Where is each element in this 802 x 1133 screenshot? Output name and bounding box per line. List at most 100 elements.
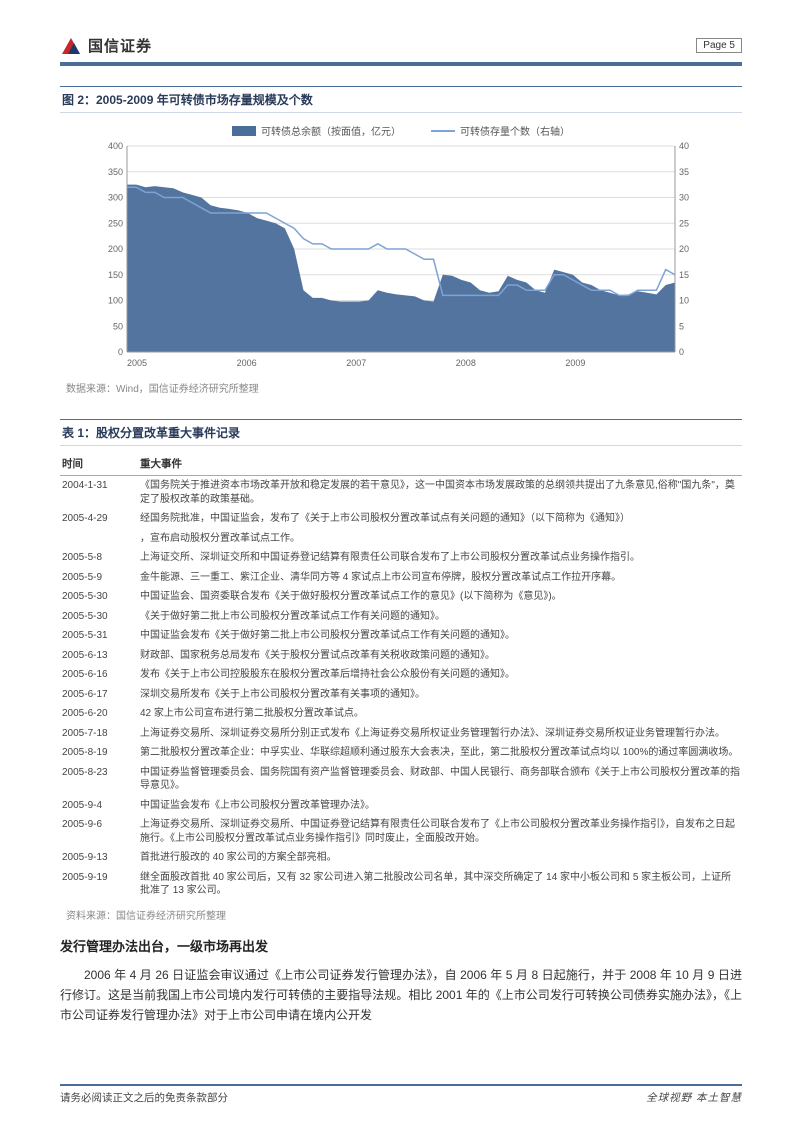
cell-date: 2005-5-30 bbox=[62, 610, 140, 624]
svg-text:35: 35 bbox=[679, 167, 689, 177]
svg-text:2005: 2005 bbox=[127, 358, 147, 368]
cell-event: 《国务院关于推进资本市场改革开放和稳定发展的若干意见》，这一中国资本市场发展政策… bbox=[140, 479, 740, 506]
svg-text:50: 50 bbox=[113, 321, 123, 331]
cell-event: 发布《关于上市公司控股股东在股权分置改革后增持社会公众股份有关问题的通知》。 bbox=[140, 668, 740, 682]
svg-text:40: 40 bbox=[679, 141, 689, 151]
brand-logo-block: 国信证券 bbox=[60, 35, 152, 56]
legend-area: 可转债总余额（按面值，亿元） bbox=[232, 123, 401, 138]
svg-text:150: 150 bbox=[108, 270, 123, 280]
cell-event: 继全面股改首批 40 家公司后，又有 32 家公司进入第二批股改公司名单，其中深… bbox=[140, 871, 740, 898]
cell-event: 首批进行股改的 40 家公司的方案全部亮相。 bbox=[140, 851, 740, 865]
svg-text:0: 0 bbox=[679, 347, 684, 357]
cell-date: 2005-7-18 bbox=[62, 727, 140, 741]
svg-text:300: 300 bbox=[108, 193, 123, 203]
cell-date: 2005-5-30 bbox=[62, 590, 140, 604]
page-number: Page 5 bbox=[696, 38, 742, 53]
cell-event: 金牛能源、三一重工、紫江企业、清华同方等 4 家试点上市公司宣布停牌，股权分置改… bbox=[140, 571, 740, 585]
cell-date: 2005-6-20 bbox=[62, 707, 140, 721]
svg-text:15: 15 bbox=[679, 270, 689, 280]
cell-event: 上海证交所、深圳证交所和中国证券登记结算有限责任公司联合发布了上市公司股权分置改… bbox=[140, 551, 740, 565]
legend-line-label: 可转债存量个数（右轴） bbox=[460, 123, 570, 138]
table-header-row: 时间 重大事件 bbox=[60, 452, 742, 476]
page-footer: 请务必阅读正文之后的免责条款部分 全球视野 本土智慧 bbox=[60, 1084, 742, 1105]
legend-area-label: 可转债总余额（按面值，亿元） bbox=[261, 123, 401, 138]
cell-date: 2005-6-16 bbox=[62, 668, 140, 682]
cell-date: 2005-6-17 bbox=[62, 688, 140, 702]
cell-date: 2005-8-19 bbox=[62, 746, 140, 760]
cell-date: 2005-9-6 bbox=[62, 818, 140, 845]
cell-date: 2005-6-13 bbox=[62, 649, 140, 663]
table-row: 2005-5-31中国证监会发布《关于做好第二批上市公司股权分置改革试点工作有关… bbox=[60, 626, 742, 646]
cell-event: ，宣布启动股权分置改革试点工作。 bbox=[140, 532, 740, 546]
table-title: 表 1：股权分置改革重大事件记录 bbox=[60, 419, 742, 446]
col-header-event: 重大事件 bbox=[140, 456, 740, 471]
table-row: 2005-6-13财政部、国家税务总局发布《关于股权分置试点改革有关税收政策问题… bbox=[60, 646, 742, 666]
svg-text:30: 30 bbox=[679, 193, 689, 203]
brand-logo-icon bbox=[60, 36, 82, 56]
table-row: 2005-5-30中国证监会、国资委联合发布《关于做好股权分置改革试点工作的意见… bbox=[60, 587, 742, 607]
body-paragraph: 2006 年 4 月 26 日证监会审议通过《上市公司证券发行管理办法》，自 2… bbox=[60, 965, 742, 1026]
cell-date: 2005-5-9 bbox=[62, 571, 140, 585]
chart-source: 数据来源：Wind，国信证券经济研究所整理 bbox=[66, 380, 742, 395]
table-row: 2005-6-2042 家上市公司宣布进行第二批股权分置改革试点。 bbox=[60, 704, 742, 724]
table-row: 2005-9-19继全面股改首批 40 家公司后，又有 32 家公司进入第二批股… bbox=[60, 868, 742, 901]
cell-event: 经国务院批准，中国证监会，发布了《关于上市公司股权分置改革试点有关问题的通知》（… bbox=[140, 512, 740, 526]
table-row: 2005-7-18上海证券交易所、深圳证券交易所分别正式发布《上海证券交易所权证… bbox=[60, 724, 742, 744]
table-row: 2005-9-4中国证监会发布《上市公司股权分置改革管理办法》。 bbox=[60, 796, 742, 816]
events-table: 时间 重大事件 2004-1-31《国务院关于推进资本市场改革开放和稳定发展的若… bbox=[60, 452, 742, 901]
header-rule bbox=[60, 62, 742, 66]
svg-text:2006: 2006 bbox=[237, 358, 257, 368]
table-row: 2005-8-23中国证券监督管理委员会、国务院国有资产监督管理委员会、财政部、… bbox=[60, 763, 742, 796]
svg-text:200: 200 bbox=[108, 244, 123, 254]
cell-event: 财政部、国家税务总局发布《关于股权分置试点改革有关税收政策问题的通知》。 bbox=[140, 649, 740, 663]
svg-text:2007: 2007 bbox=[346, 358, 366, 368]
svg-text:20: 20 bbox=[679, 244, 689, 254]
cell-event: 深圳交易所发布《关于上市公司股权分置改革有关事项的通知》。 bbox=[140, 688, 740, 702]
subsection-heading: 发行管理办法出台，一级市场再出发 bbox=[60, 936, 742, 955]
chart-plot: 0 50 100 150 200 250 300 350 400 0 5 10 15 20 25 30 35 40… bbox=[91, 140, 711, 372]
chart-title: 图 2：2005-2009 年可转债市场存量规模及个数 bbox=[60, 86, 742, 113]
cell-event: 上海证券交易所、深圳证券交易所、中国证券登记结算有限责任公司联合发布了《上市公司… bbox=[140, 818, 740, 845]
svg-text:100: 100 bbox=[108, 296, 123, 306]
svg-text:2008: 2008 bbox=[456, 358, 476, 368]
page-header: 国信证券 Page 5 bbox=[60, 35, 742, 56]
cell-date: 2005-9-4 bbox=[62, 799, 140, 813]
table-row: 2005-5-30《关于做好第二批上市公司股权分置改革试点工作有关问题的通知》。 bbox=[60, 607, 742, 627]
table-row: ，宣布启动股权分置改革试点工作。 bbox=[60, 529, 742, 549]
svg-text:10: 10 bbox=[679, 296, 689, 306]
cell-date: 2005-4-29 bbox=[62, 512, 140, 526]
svg-text:0: 0 bbox=[118, 347, 123, 357]
footer-right: 全球视野 本土智慧 bbox=[646, 1090, 742, 1105]
table-row: 2005-6-17深圳交易所发布《关于上市公司股权分置改革有关事项的通知》。 bbox=[60, 685, 742, 705]
table-row: 2004-1-31《国务院关于推进资本市场改革开放和稳定发展的若干意见》，这一中… bbox=[60, 476, 742, 509]
table-row: 2005-6-16发布《关于上市公司控股股东在股权分置改革后增持社会公众股份有关… bbox=[60, 665, 742, 685]
chart-container: 可转债总余额（按面值，亿元） 可转债存量个数（右轴） 0501001502002… bbox=[60, 119, 742, 374]
table-row: 2005-5-9金牛能源、三一重工、紫江企业、清华同方等 4 家试点上市公司宣布… bbox=[60, 568, 742, 588]
legend-area-swatch bbox=[232, 126, 256, 136]
brand-text: 国信证券 bbox=[88, 35, 152, 56]
cell-event: 42 家上市公司宣布进行第二批股权分置改革试点。 bbox=[140, 707, 740, 721]
svg-text:350: 350 bbox=[108, 167, 123, 177]
svg-text:250: 250 bbox=[108, 218, 123, 228]
col-header-date: 时间 bbox=[62, 456, 140, 471]
cell-event: 中国证监会、国资委联合发布《关于做好股权分置改革试点工作的意见》(以下简称为《意… bbox=[140, 590, 740, 604]
svg-text:400: 400 bbox=[108, 141, 123, 151]
cell-event: 中国证监会发布《上市公司股权分置改革管理办法》。 bbox=[140, 799, 740, 813]
cell-date: 2005-8-23 bbox=[62, 766, 140, 793]
cell-date bbox=[62, 532, 140, 546]
cell-event: 上海证券交易所、深圳证券交易所分别正式发布《上海证券交易所权证业务管理暂行办法》… bbox=[140, 727, 740, 741]
cell-event: 中国证监会发布《关于做好第二批上市公司股权分置改革试点工作有关问题的通知》。 bbox=[140, 629, 740, 643]
legend-line-swatch bbox=[431, 130, 455, 132]
cell-date: 2005-9-19 bbox=[62, 871, 140, 898]
table-source: 资料来源：国信证券经济研究所整理 bbox=[66, 907, 742, 922]
table-row: 2005-9-13首批进行股改的 40 家公司的方案全部亮相。 bbox=[60, 848, 742, 868]
table-row: 2005-9-6上海证券交易所、深圳证券交易所、中国证券登记结算有限责任公司联合… bbox=[60, 815, 742, 848]
svg-text:5: 5 bbox=[679, 321, 684, 331]
table-row: 2005-5-8上海证交所、深圳证交所和中国证券登记结算有限责任公司联合发布了上… bbox=[60, 548, 742, 568]
cell-event: 《关于做好第二批上市公司股权分置改革试点工作有关问题的通知》。 bbox=[140, 610, 740, 624]
cell-event: 中国证券监督管理委员会、国务院国有资产监督管理委员会、财政部、中国人民银行、商务… bbox=[140, 766, 740, 793]
legend-line: 可转债存量个数（右轴） bbox=[431, 123, 570, 138]
svg-text:25: 25 bbox=[679, 218, 689, 228]
cell-date: 2005-5-8 bbox=[62, 551, 140, 565]
cell-event: 第二批股权分置改革企业：中孚实业、华联综超顺利通过股东大会表决，至此，第二批股权… bbox=[140, 746, 740, 760]
